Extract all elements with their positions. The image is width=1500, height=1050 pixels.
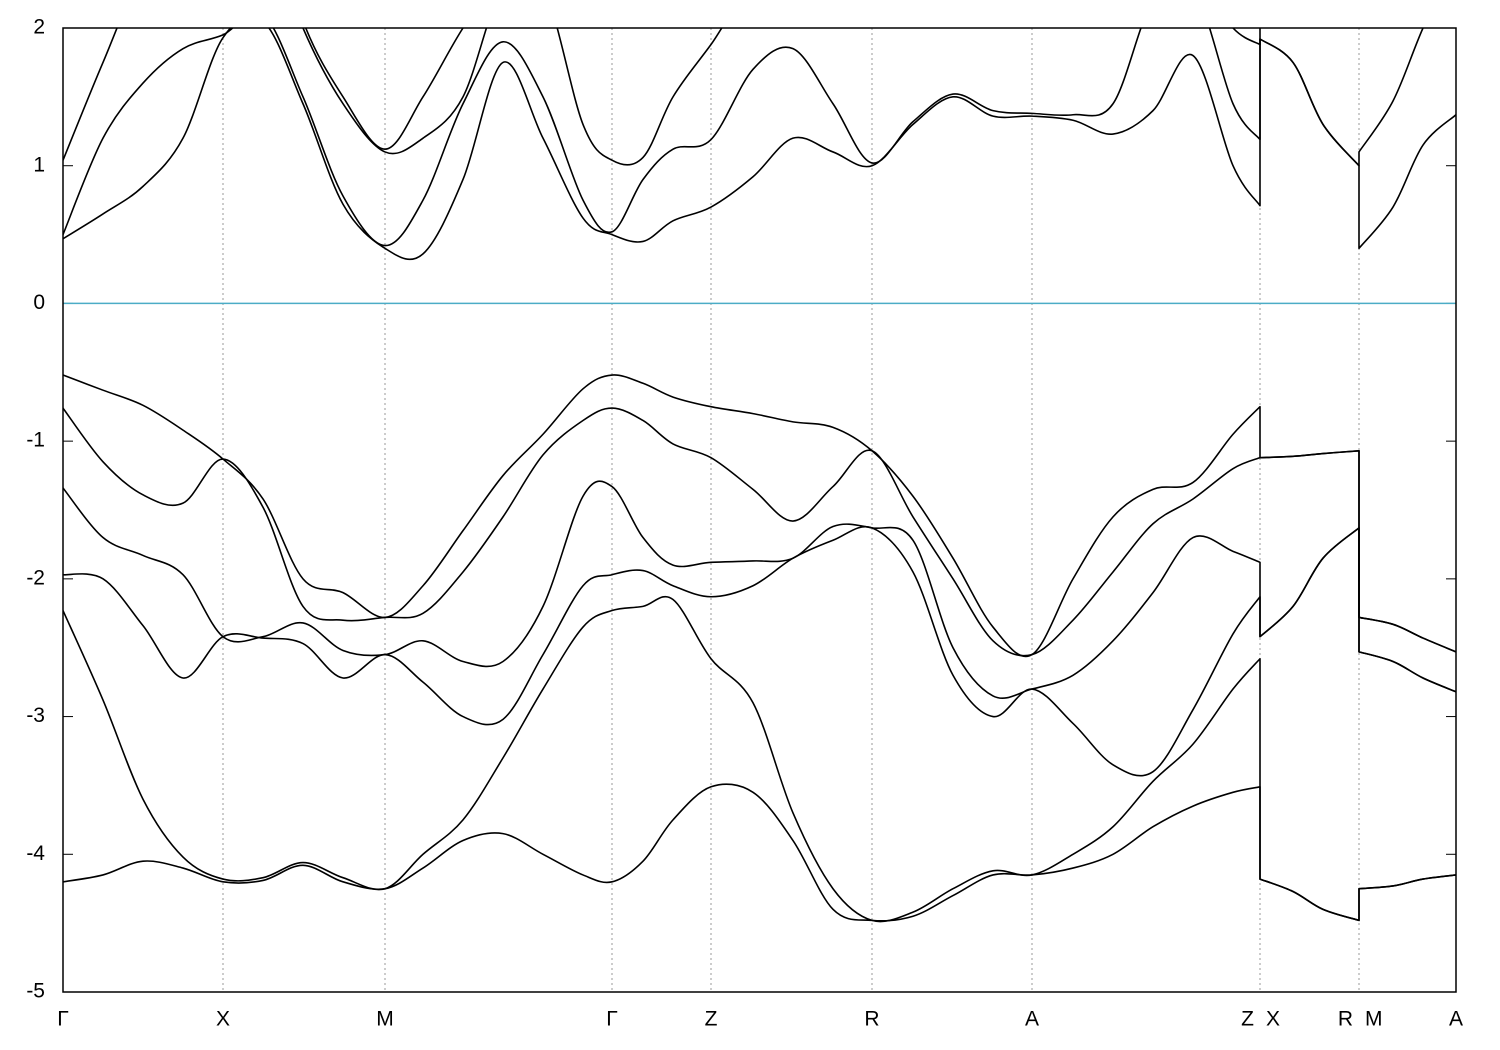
band-line — [63, 28, 1456, 261]
band-line — [63, 595, 1456, 923]
plot-frame — [62, 27, 1457, 993]
y-tick-label: -1 — [26, 429, 45, 452]
plot-area — [63, 28, 1456, 923]
x-tick-label: X — [1266, 1008, 1280, 1031]
y-tick-label: 0 — [33, 291, 45, 314]
x-tick-label: A — [1025, 1008, 1039, 1031]
band-line — [63, 783, 1456, 922]
x-tick-label: R — [1338, 1008, 1353, 1031]
y-tick-label: -3 — [26, 704, 45, 727]
x-tick-label: X — [216, 1008, 230, 1031]
x-tick-label: M — [376, 1008, 394, 1031]
band-line — [63, 374, 1456, 658]
x-tick-label: M — [1365, 1008, 1383, 1031]
y-tick-label: -5 — [26, 980, 45, 1003]
y-tick-label: -2 — [26, 566, 45, 589]
band-line — [63, 28, 1261, 166]
x-tick-label: Z — [705, 1008, 718, 1031]
x-tick-label: Z — [1241, 1008, 1254, 1031]
band-line — [63, 525, 1456, 777]
x-tick-label: A — [1449, 1008, 1463, 1031]
x-tick-label: Γ — [57, 1008, 69, 1031]
band-line — [63, 28, 1424, 247]
x-tick-label: Γ — [606, 1008, 618, 1031]
x-tick-label: R — [864, 1008, 879, 1031]
y-tick-label: -4 — [26, 842, 45, 865]
band-line — [63, 407, 1456, 657]
band-line — [63, 480, 1456, 700]
y-tick-label: 1 — [33, 153, 45, 176]
y-tick-label: 2 — [33, 16, 45, 39]
